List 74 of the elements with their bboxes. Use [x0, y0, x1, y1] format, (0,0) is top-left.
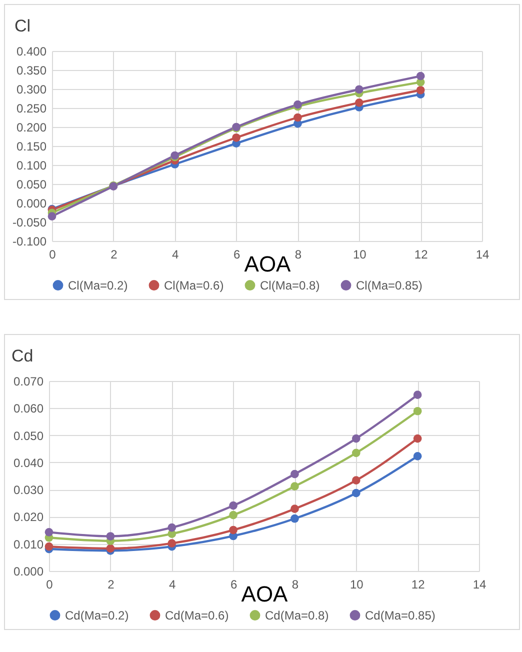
point	[416, 86, 425, 94]
y-axis-title: Cl	[14, 16, 31, 36]
x-tick-label: 10	[352, 248, 367, 262]
point	[413, 452, 422, 460]
y-tick-label: 0.060	[13, 402, 44, 416]
point	[232, 133, 240, 142]
point	[106, 532, 115, 540]
point	[168, 523, 176, 532]
x-axis-title: AOA	[241, 582, 288, 606]
point	[352, 448, 360, 458]
legend-label: Cl(Ma=0.8)	[260, 278, 320, 292]
point	[48, 212, 56, 220]
y-tick-label: 0.030	[13, 483, 44, 498]
point	[352, 488, 360, 498]
x-tick-label: 4	[169, 578, 176, 592]
legend-label: Cl(Ma=0.85)	[356, 278, 422, 292]
x-tick-label: 14	[476, 248, 490, 262]
y-tick-label: 0.150	[16, 140, 47, 154]
y-tick-label: -0.050	[12, 216, 47, 230]
x-tick-label: 2	[110, 248, 118, 262]
point	[44, 542, 54, 551]
point	[44, 528, 54, 536]
point	[290, 482, 299, 490]
point	[290, 504, 299, 514]
point	[352, 434, 360, 443]
point	[229, 526, 238, 534]
y-tick-label: 0.300	[16, 82, 47, 96]
point	[413, 390, 422, 400]
y-tick-label: 0.000	[13, 564, 44, 578]
x-tick-label: 8	[294, 248, 302, 262]
y-tick-label: 0.070	[13, 374, 44, 388]
x-tick-label: 6	[233, 248, 240, 262]
point	[352, 476, 360, 485]
point	[354, 98, 364, 107]
legend-label: Cd(Ma=0.85)	[365, 608, 436, 622]
x-tick-label: 12	[411, 578, 426, 592]
point	[229, 510, 238, 520]
point	[168, 539, 176, 548]
y-tick-label: 0.050	[16, 178, 47, 192]
legend-label: Cd(Ma=0.8)	[265, 608, 329, 622]
y-tick-label: 0.200	[16, 120, 47, 134]
point	[354, 85, 364, 94]
y-tick-label: 0.040	[13, 456, 44, 470]
point	[290, 514, 299, 523]
legend-label: Cd(Ma=0.6)	[165, 608, 229, 622]
y-tick-label: -0.100	[12, 234, 47, 248]
y-tick-label: 0.020	[13, 510, 44, 524]
y-tick-label: 0.010	[13, 537, 44, 552]
point	[413, 406, 422, 416]
y-tick-label: 0.100	[16, 158, 47, 172]
x-tick-label: 0	[46, 578, 54, 592]
point	[294, 113, 302, 122]
x-tick-label: 0	[49, 248, 56, 262]
x-tick-label: 2	[108, 578, 115, 592]
x-axis-title: AOA	[244, 252, 292, 276]
y-axis-title: Cd	[12, 346, 34, 366]
legend-label: Cd(Ma=0.2)	[65, 608, 129, 622]
y-tick-label: 0.250	[16, 102, 47, 116]
y-tick-label: 0.350	[16, 64, 47, 78]
y-tick-label: 0.050	[13, 428, 44, 443]
point	[413, 434, 422, 443]
x-tick-label: 8	[292, 578, 299, 592]
x-tick-label: 12	[414, 248, 428, 262]
y-tick-label: 0.000	[16, 196, 47, 210]
x-tick-label: 6	[230, 578, 238, 592]
legend-label: Cl(Ma=0.6)	[164, 278, 224, 292]
point	[229, 501, 238, 510]
point	[416, 72, 425, 80]
y-tick-label: 0.400	[16, 44, 47, 58]
x-tick-label: 14	[472, 578, 486, 592]
legend-label: Cl(Ma=0.2)	[68, 278, 128, 292]
point	[290, 470, 299, 478]
x-tick-label: 4	[172, 248, 180, 262]
x-tick-label: 10	[350, 578, 364, 592]
